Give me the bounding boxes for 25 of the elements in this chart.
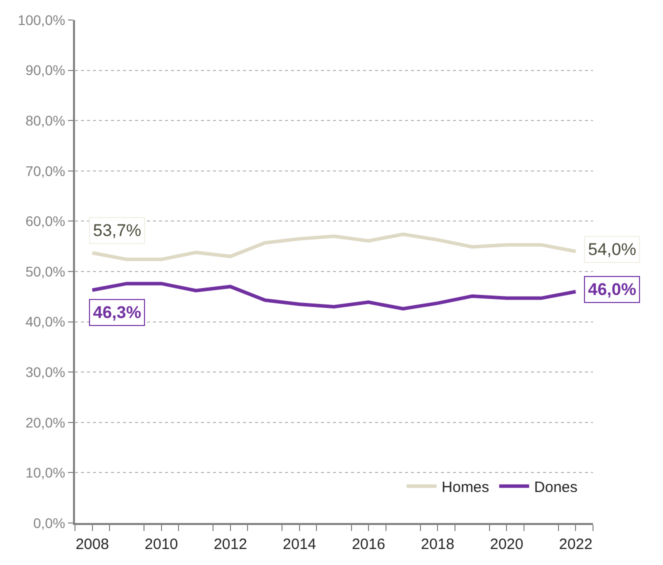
y-tick-label: 30,0% [25,364,66,380]
x-tick-label: 2014 [282,536,316,553]
y-tick-label: 70,0% [25,162,66,179]
data-label: 54,0% [588,240,636,259]
x-tick-label: 2010 [144,536,178,553]
y-tick-label: 20,0% [25,414,66,430]
legend-label: Homes [442,478,490,496]
x-tick-label: 2012 [214,536,248,553]
data-label: 46,0% [588,280,636,299]
y-tick-label: 40,0% [25,314,66,330]
y-tick-label: 100,0% [18,12,66,28]
y-tick-label: 10,0% [25,464,66,481]
data-label: 46,3% [93,303,142,322]
x-tick-label: 2008 [76,536,109,553]
x-tick-label: 2016 [352,536,386,553]
x-tick-label: 2020 [490,536,524,553]
y-tick-label: 0,0% [33,514,66,531]
data-label: 53,7% [93,221,142,240]
legend-label: Dones [534,478,578,496]
x-tick-label: 2018 [420,536,454,553]
y-tick-label: 80,0% [25,112,66,128]
x-tick-label: 2022 [559,536,592,553]
y-tick-label: 90,0% [25,62,66,78]
y-tick-label: 50,0% [25,263,66,280]
y-tick-label: 60,0% [25,213,66,230]
